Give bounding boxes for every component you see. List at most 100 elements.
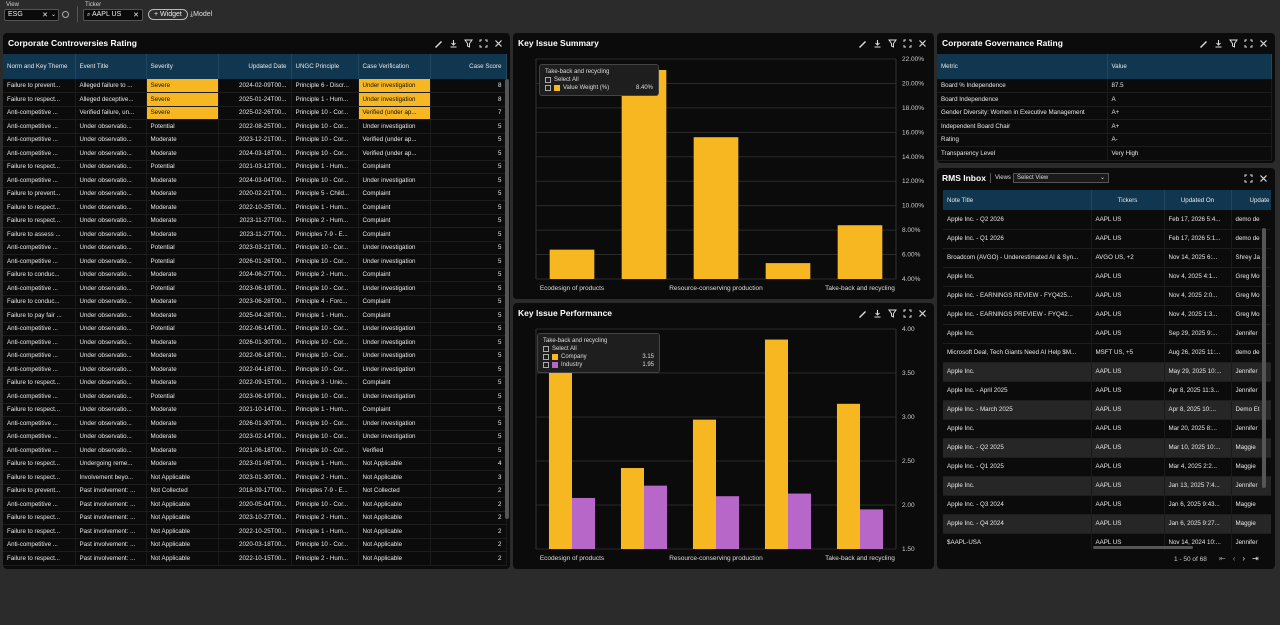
table-row[interactable]: Failure to pay fair ... Under observatio.…: [3, 308, 507, 323]
table-row[interactable]: Apple Inc. - March 2025 AAPL US Apr 8, 202…: [943, 400, 1271, 420]
bar-company[interactable]: [836, 403, 860, 549]
table-row[interactable]: Failure to respect... Involvement beyo...…: [3, 470, 507, 485]
table-row[interactable]: Failure to respect... Undergoing reme... M…: [3, 457, 507, 471]
edit-icon[interactable]: [1196, 38, 1211, 48]
download-icon[interactable]: [446, 38, 461, 48]
column-header[interactable]: Updated On: [1164, 190, 1232, 210]
column-header[interactable]: Norm and Key Theme: [3, 54, 76, 79]
expand-icon[interactable]: [476, 38, 491, 48]
table-row[interactable]: Failure to respect... Past involvement: .…: [3, 551, 507, 566]
table-row[interactable]: Failure to prevent... Alleged failure to …: [3, 79, 507, 93]
bar-value-weight-[interactable]: [837, 225, 883, 279]
column-header[interactable]: Event Title: [75, 54, 147, 79]
table-row[interactable]: Apple Inc. - Q2 2025 AAPL US Mar 10, 2025 …: [943, 438, 1271, 458]
select-view-dropdown[interactable]: Select View ⌄: [1013, 173, 1109, 183]
bar-industry[interactable]: [788, 493, 812, 549]
checkbox-icon[interactable]: [543, 346, 549, 352]
download-icon[interactable]: [870, 38, 885, 48]
edit-icon[interactable]: [431, 38, 446, 48]
table-row[interactable]: Failure to respect... Under observatio...…: [3, 214, 507, 228]
table-row[interactable]: Anti-competitive ... Under observatio... P…: [3, 241, 507, 255]
filter-icon[interactable]: [885, 38, 900, 48]
bar-company[interactable]: [692, 419, 716, 549]
close-icon[interactable]: [915, 308, 930, 318]
bar-industry[interactable]: [572, 497, 596, 549]
expand-icon[interactable]: [900, 38, 915, 48]
table-row[interactable]: Anti-competitive ... Under observatio... P…: [3, 254, 507, 269]
bar-value-weight-[interactable]: [693, 137, 739, 279]
checkbox-icon[interactable]: [545, 77, 551, 83]
bar-value-weight-[interactable]: [621, 70, 667, 279]
close-icon[interactable]: [1256, 173, 1271, 183]
first-page-icon[interactable]: ⇤: [1219, 554, 1226, 563]
column-header[interactable]: Tickers: [1091, 190, 1165, 210]
bar-company[interactable]: [548, 368, 572, 549]
legend-industry[interactable]: Industry 1.95: [543, 361, 654, 369]
table-row[interactable]: Gender Diversity: Women in Executive Man…: [937, 106, 1272, 120]
bar-industry[interactable]: [716, 496, 740, 549]
clear-icon[interactable]: ✕: [42, 12, 48, 19]
table-row[interactable]: Anti-competitive ... Under observatio... M…: [3, 335, 507, 350]
table-row[interactable]: Anti-competitive ... Under observatio... M…: [3, 349, 507, 363]
bar-company[interactable]: [620, 468, 644, 549]
expand-icon[interactable]: [1241, 173, 1256, 183]
prev-page-icon[interactable]: ‹: [1232, 554, 1236, 563]
edit-icon[interactable]: [855, 308, 870, 318]
bar-company[interactable]: [764, 339, 788, 549]
filter-icon[interactable]: [885, 308, 900, 318]
filter-icon[interactable]: [461, 38, 476, 48]
filter-icon[interactable]: [1226, 38, 1241, 48]
table-row[interactable]: Anti-competitive ... Under observatio... P…: [3, 119, 507, 134]
edit-icon[interactable]: [855, 38, 870, 48]
bar-industry[interactable]: [860, 509, 884, 549]
column-header[interactable]: Note Title: [943, 190, 1092, 210]
ticker-input[interactable]: ⌕ AAPL US ✕: [83, 9, 143, 21]
scrollbar[interactable]: [1262, 228, 1266, 488]
table-row[interactable]: Failure to respect... Under observatio...…: [3, 160, 507, 174]
column-header[interactable]: Case Score: [430, 54, 507, 79]
column-header[interactable]: Update: [1231, 190, 1271, 210]
table-row[interactable]: Failure to prevent... Under observatio...…: [3, 187, 507, 201]
legend-select-all[interactable]: Select All: [545, 76, 653, 84]
table-row[interactable]: Rating A-: [937, 133, 1272, 147]
column-header[interactable]: Severity: [146, 54, 219, 79]
table-row[interactable]: Apple Inc. AAPL US Sep 29, 2025 9:... Jenni…: [943, 324, 1271, 344]
table-row[interactable]: Transparency Level Very High: [937, 146, 1272, 161]
column-header[interactable]: UNGC Principle: [291, 54, 359, 79]
table-row[interactable]: Anti-competitive ... Past involvement: ..…: [3, 538, 507, 552]
table-row[interactable]: Failure to conduc... Under observatio... M…: [3, 268, 507, 282]
bar-industry[interactable]: [644, 485, 668, 549]
settings-icon[interactable]: [62, 11, 69, 18]
close-icon[interactable]: [1256, 38, 1271, 48]
table-row[interactable]: Failure to prevent... Past involvement: .…: [3, 484, 507, 498]
horizontal-scrollbar[interactable]: [1093, 546, 1193, 549]
close-icon[interactable]: [491, 38, 506, 48]
bar-value-weight-[interactable]: [765, 263, 811, 279]
next-page-icon[interactable]: ›: [1242, 554, 1246, 563]
table-row[interactable]: Anti-competitive ... Past involvement: ..…: [3, 497, 507, 512]
legend-series[interactable]: Value Weight (%) 8.40%: [545, 84, 653, 92]
table-row[interactable]: Anti-competitive ... Under observatio... P…: [3, 389, 507, 404]
download-icon[interactable]: [1211, 38, 1226, 48]
table-row[interactable]: Failure to assess ... Under observatio...…: [3, 227, 507, 242]
table-row[interactable]: Failure to respect... Under observatio...…: [3, 376, 507, 390]
table-row[interactable]: Apple Inc. - EARNINGS REVIEW - FYQ425...…: [943, 286, 1271, 306]
close-icon[interactable]: [915, 38, 930, 48]
clear-ticker-icon[interactable]: ✕: [133, 12, 139, 19]
table-row[interactable]: Anti-competitive ... Under observatio... P…: [3, 322, 507, 336]
table-row[interactable]: Broadcom (AVGO) - Underestimated AI & Sy…: [943, 248, 1271, 268]
view-select[interactable]: ESG ✕ ⌄: [4, 9, 59, 21]
table-row[interactable]: Apple Inc. - Q4 2024 AAPL US Jan 6, 2025 9…: [943, 514, 1271, 534]
last-page-icon[interactable]: ⇥: [1252, 554, 1259, 563]
table-row[interactable]: Apple Inc. AAPL US Jan 13, 2025 7:4... Jenn…: [943, 476, 1271, 496]
table-row[interactable]: Board Independence A: [937, 92, 1272, 107]
legend-select-all[interactable]: Select All: [543, 345, 654, 353]
table-row[interactable]: Microsoft Deal, Tech Giants Need AI Help…: [943, 343, 1271, 363]
scrollbar[interactable]: [505, 79, 509, 519]
table-row[interactable]: Independent Board Chair A+: [937, 119, 1272, 134]
table-row[interactable]: Failure to respect... Past involvement: .…: [3, 524, 507, 539]
expand-icon[interactable]: [1241, 38, 1256, 48]
table-row[interactable]: Anti-competitive ... Under observatio... P…: [3, 281, 507, 296]
table-row[interactable]: Failure to conduc... Under observatio... M…: [3, 295, 507, 309]
table-row[interactable]: Apple Inc. - EARNINGS PREVIEW - FYQ42...…: [943, 305, 1271, 325]
